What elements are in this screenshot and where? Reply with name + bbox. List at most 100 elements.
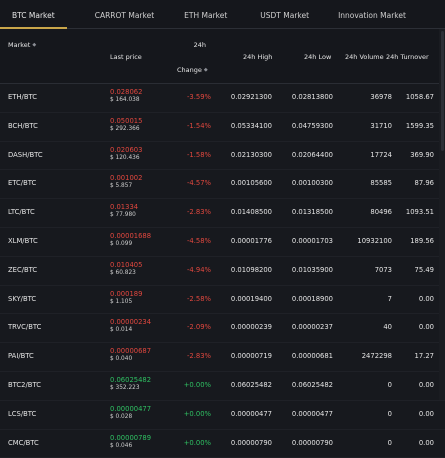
pair-name: DASH/BTC xyxy=(8,150,43,159)
last-price: 0.00000234 xyxy=(110,318,152,327)
low-24h: 0.04759300 xyxy=(291,121,333,130)
usd-price: $ 0.040 xyxy=(110,356,133,363)
header-market[interactable]: Market ◆ xyxy=(8,41,36,49)
table-header: Market ◆ Last price 24h Change ◆ 24h High … xyxy=(0,29,445,84)
turnover-24h: 1058.67 xyxy=(405,93,434,101)
change-percent: -2.58% xyxy=(186,294,211,303)
high-24h: 0.00019400 xyxy=(230,294,272,303)
low-24h: 0.00000237 xyxy=(291,323,333,332)
low-24h: 0.01035900 xyxy=(291,265,333,274)
last-price-cell: 0.06025482 $ 352.223 xyxy=(110,376,151,391)
last-price-cell: 0.001002 $ 5.857 xyxy=(110,174,142,189)
change-percent: -4.58% xyxy=(186,236,211,245)
pair-name: BTC2/BTC xyxy=(8,380,41,389)
last-price-cell: 0.01334 $ 77.980 xyxy=(110,203,138,218)
table-row[interactable]: TRVC/BTC 0.00000234 $ 0.014 -2.09% 0.000… xyxy=(0,314,445,344)
turnover-24h: 0.00 xyxy=(418,409,434,418)
sort-icon: ◆ xyxy=(203,67,208,73)
last-price-cell: 0.000189 $ 1.105 xyxy=(110,290,142,305)
tab-usdt-market[interactable]: USDT Market xyxy=(260,11,310,20)
scrollbar-thumb[interactable] xyxy=(441,31,444,151)
last-price: 0.00000789 xyxy=(110,433,152,442)
pair-name: ZEC/BTC xyxy=(8,265,38,274)
last-price-cell: 0.010405 $ 60.823 xyxy=(110,261,142,276)
last-price: 0.00000687 xyxy=(110,347,152,356)
volume-24h: 10932100 xyxy=(357,236,392,245)
table-row[interactable]: ZEC/BTC 0.010405 $ 60.823 -4.94% 0.01098… xyxy=(0,256,445,286)
turnover-24h: 0.00 xyxy=(418,294,434,303)
last-price: 0.000189 xyxy=(110,289,143,298)
change-percent: -1.58% xyxy=(186,150,211,159)
turnover-24h: 189.56 xyxy=(410,236,434,245)
turnover-24h: 1599.35 xyxy=(405,121,434,130)
tab-innovation-market[interactable]: Innovation Market xyxy=(338,11,406,20)
usd-price: $ 0.046 xyxy=(110,442,133,449)
pair-name: BCH/BTC xyxy=(8,121,38,130)
high-24h: 0.05334100 xyxy=(230,121,272,130)
high-24h: 0.06025482 xyxy=(230,380,272,389)
header-last-price[interactable]: Last price xyxy=(110,53,142,61)
header-change-line1[interactable]: 24h xyxy=(193,41,206,49)
tab-eth-market[interactable]: ETH Market xyxy=(184,11,228,20)
header-24h-volume[interactable]: 24h Volume xyxy=(345,53,384,61)
market-table-body: ETH/BTC 0.028062 $ 164.038 -3.59% 0.0292… xyxy=(0,84,445,458)
usd-price: $ 60.823 xyxy=(110,269,136,276)
change-percent: -3.59% xyxy=(186,93,211,101)
change-percent: -2.09% xyxy=(186,323,211,332)
low-24h: 0.00000477 xyxy=(291,409,333,418)
usd-price: $ 0.014 xyxy=(110,327,133,334)
last-price: 0.020603 xyxy=(110,145,143,154)
header-24h-turnover[interactable]: 24h Turnover xyxy=(386,53,429,61)
volume-24h: 80496 xyxy=(370,208,392,217)
table-row[interactable]: DASH/BTC 0.020603 $ 120.436 -1.58% 0.021… xyxy=(0,141,445,171)
last-price-cell: 0.028062 $ 164.038 xyxy=(110,88,142,103)
table-row[interactable]: LTC/BTC 0.01334 $ 77.980 -2.83% 0.014085… xyxy=(0,199,445,228)
turnover-24h: 0.00 xyxy=(418,380,434,389)
high-24h: 0.00000719 xyxy=(230,352,272,361)
table-row[interactable]: LCS/BTC 0.00000477 $ 0.028 +0.00% 0.0000… xyxy=(0,400,445,430)
header-24h-high[interactable]: 24h High xyxy=(243,53,273,61)
table-row[interactable]: BCH/BTC 0.050015 $ 292.366 -1.54% 0.0533… xyxy=(0,112,445,142)
change-percent: -2.83% xyxy=(186,208,211,217)
change-percent: -4.57% xyxy=(186,179,211,188)
volume-24h: 2472298 xyxy=(361,352,392,361)
low-24h: 0.00000790 xyxy=(291,438,333,447)
low-24h: 0.02064400 xyxy=(291,150,333,159)
usd-price: $ 0.099 xyxy=(110,240,133,247)
last-price-cell: 0.00000477 $ 0.028 xyxy=(110,405,151,420)
tab-btc-market[interactable]: BTC Market xyxy=(0,11,67,29)
last-price: 0.00001688 xyxy=(110,231,152,240)
last-price-cell: 0.00000789 $ 0.046 xyxy=(110,434,151,449)
pair-name: LTC/BTC xyxy=(8,208,35,217)
table-row[interactable]: SKY/BTC 0.000189 $ 1.105 -2.58% 0.000194… xyxy=(0,285,445,315)
volume-24h: 40 xyxy=(383,323,392,332)
high-24h: 0.01408500 xyxy=(230,208,272,217)
turnover-24h: 0.00 xyxy=(418,438,434,447)
tab-carrot-market[interactable]: CARROT Market xyxy=(94,11,155,20)
volume-24h: 31710 xyxy=(370,121,392,130)
volume-24h: 7073 xyxy=(374,265,392,274)
market-tabs: BTC Market CARROT Market ETH Market USDT… xyxy=(0,0,445,29)
table-row[interactable]: BTC2/BTC 0.06025482 $ 352.223 +0.00% 0.0… xyxy=(0,371,445,401)
low-24h: 0.06025482 xyxy=(291,380,333,389)
table-row[interactable]: PAI/BTC 0.00000687 $ 0.040 -2.83% 0.0000… xyxy=(0,343,445,372)
table-row[interactable]: ETC/BTC 0.001002 $ 5.857 -4.57% 0.001056… xyxy=(0,170,445,200)
scrollbar[interactable] xyxy=(439,29,445,400)
last-price: 0.001002 xyxy=(110,174,143,183)
header-change[interactable]: Change ◆ xyxy=(177,66,208,74)
header-market-label: Market xyxy=(8,41,31,49)
header-24h-low[interactable]: 24h Low xyxy=(304,53,332,61)
usd-price: $ 5.857 xyxy=(110,183,133,190)
last-price: 0.028062 xyxy=(110,88,143,96)
table-row[interactable]: ETH/BTC 0.028062 $ 164.038 -3.59% 0.0292… xyxy=(0,84,445,113)
usd-price: $ 77.980 xyxy=(110,212,136,219)
last-price-cell: 0.00000234 $ 0.014 xyxy=(110,318,151,333)
table-row[interactable]: XLM/BTC 0.00001688 $ 0.099 -4.58% 0.0000… xyxy=(0,227,445,257)
last-price: 0.00000477 xyxy=(110,404,152,413)
last-price-cell: 0.020603 $ 120.436 xyxy=(110,146,142,161)
pair-name: PAI/BTC xyxy=(8,352,34,361)
change-percent: +0.00% xyxy=(183,380,211,389)
volume-24h: 7 xyxy=(387,294,392,303)
table-row[interactable]: CMC/BTC 0.00000789 $ 0.046 +0.00% 0.0000… xyxy=(0,429,445,458)
last-price-cell: 0.00001688 $ 0.099 xyxy=(110,232,151,247)
